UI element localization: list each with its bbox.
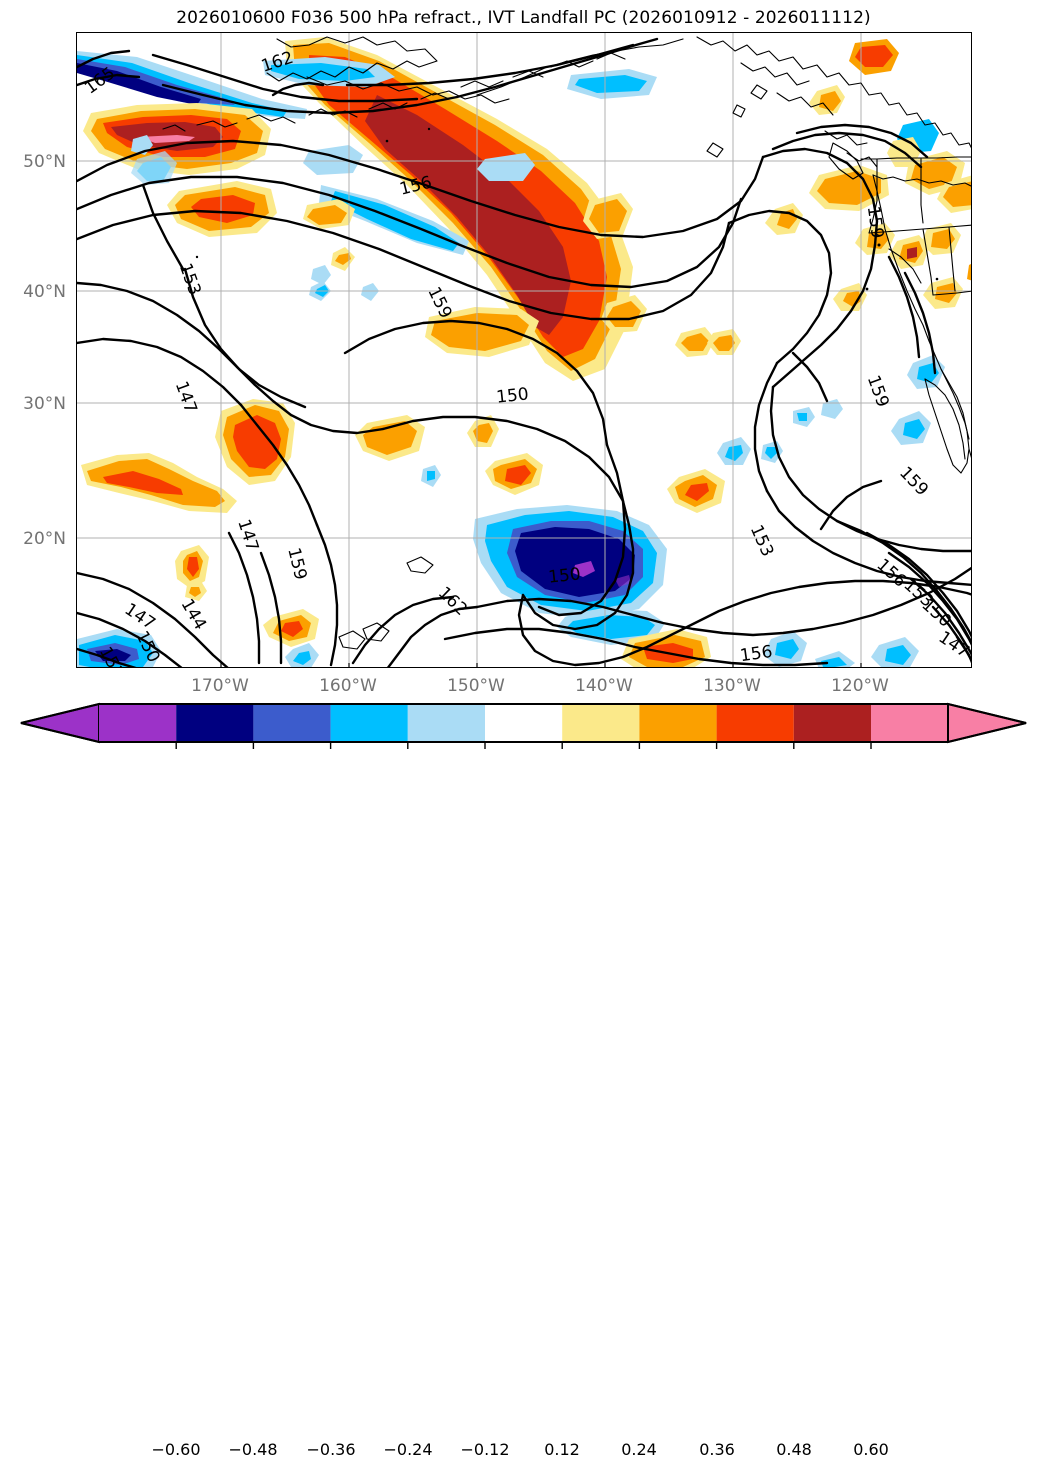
- colorbar-seg-2: [253, 704, 331, 742]
- xtick-label-160w: 160°W: [319, 676, 377, 696]
- colorbar-label-8: 0.48: [776, 1440, 812, 1459]
- colorbar-seg-5: [485, 704, 563, 742]
- colorbar-label-4: −0.12: [460, 1440, 510, 1459]
- colorbar-label-3: −0.24: [383, 1440, 433, 1459]
- colorbar-seg-10: [871, 704, 948, 742]
- map-axes: 165 162 156 159 153 147 147 150 159 147 …: [76, 32, 972, 668]
- svg-text:159: 159: [863, 373, 893, 410]
- svg-text:147: 147: [171, 379, 201, 416]
- svg-text:153: 153: [746, 522, 777, 560]
- colorbar-extend-high: [947, 702, 1027, 744]
- figure-root: 2026010600 F036 500 hPa refract., IVT La…: [0, 8, 1047, 1459]
- ytick-label-50n: 50°N: [23, 152, 66, 172]
- svg-text:150: 150: [495, 384, 529, 407]
- colorbar-seg-1: [176, 704, 254, 742]
- colorbar-svg: [20, 702, 1027, 749]
- xtick-label-130w: 130°W: [703, 676, 761, 696]
- shading-layer: [77, 37, 971, 667]
- colorbar-label-5: 0.12: [544, 1440, 580, 1459]
- colorbar-outline: [20, 703, 1027, 743]
- colorbar-seg-9: [793, 704, 871, 742]
- colorbar-seg-0: [99, 704, 177, 742]
- page-title: 2026010600 F036 500 hPa refract., IVT La…: [176, 8, 871, 28]
- svg-text:159: 159: [895, 463, 932, 500]
- svg-text:144: 144: [177, 595, 211, 633]
- colorbar-label-2: −0.36: [306, 1440, 356, 1459]
- colorbar: −0.60 −0.48 −0.36 −0.24 −0.12 0.12 0.24 …: [0, 698, 1047, 1459]
- svg-text:153: 153: [175, 261, 205, 298]
- coastlines-layer: [162, 36, 971, 650]
- colorbar-extend-low: [20, 702, 100, 744]
- colorbar-label-7: 0.36: [699, 1440, 735, 1459]
- xtick-label-140w: 140°W: [575, 676, 633, 696]
- svg-text:147: 147: [121, 599, 159, 634]
- ytick-label-30n: 30°N: [23, 394, 66, 414]
- xtick-label-120w: 120°W: [831, 676, 889, 696]
- colorbar-label-9: 0.60: [853, 1440, 889, 1459]
- svg-text:150: 150: [547, 564, 581, 587]
- colorbar-ticks: [175, 742, 872, 749]
- contour-layer: [77, 37, 971, 667]
- colorbar-label-1: −0.48: [228, 1440, 278, 1459]
- map-plot-svg: 165 162 156 159 153 147 147 150 159 147 …: [77, 33, 971, 667]
- gridlines: [77, 33, 971, 667]
- colorbar-seg-8: [716, 704, 794, 742]
- svg-text:159: 159: [863, 205, 887, 240]
- axis-ticks: [220, 663, 862, 667]
- colorbar-label-0: −0.60: [151, 1440, 201, 1459]
- colorbar-seg-7: [639, 704, 717, 742]
- svg-text:156: 156: [739, 642, 774, 666]
- svg-text:159: 159: [283, 546, 310, 582]
- xtick-label-150w: 150°W: [447, 676, 505, 696]
- colorbar-label-6: 0.24: [621, 1440, 657, 1459]
- colorbar-seg-6: [562, 704, 640, 742]
- svg-text:162: 162: [434, 583, 471, 620]
- xtick-label-170w: 170°W: [191, 676, 249, 696]
- colorbar-seg-4: [407, 704, 485, 742]
- ytick-label-40n: 40°N: [23, 282, 66, 302]
- ytick-label-20n: 20°N: [23, 529, 66, 549]
- colorbar-seg-3: [330, 704, 408, 742]
